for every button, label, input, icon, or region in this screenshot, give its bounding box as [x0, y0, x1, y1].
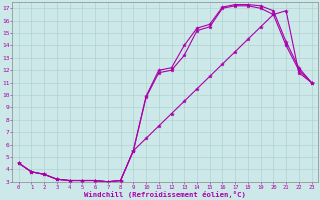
X-axis label: Windchill (Refroidissement éolien,°C): Windchill (Refroidissement éolien,°C)	[84, 191, 246, 198]
